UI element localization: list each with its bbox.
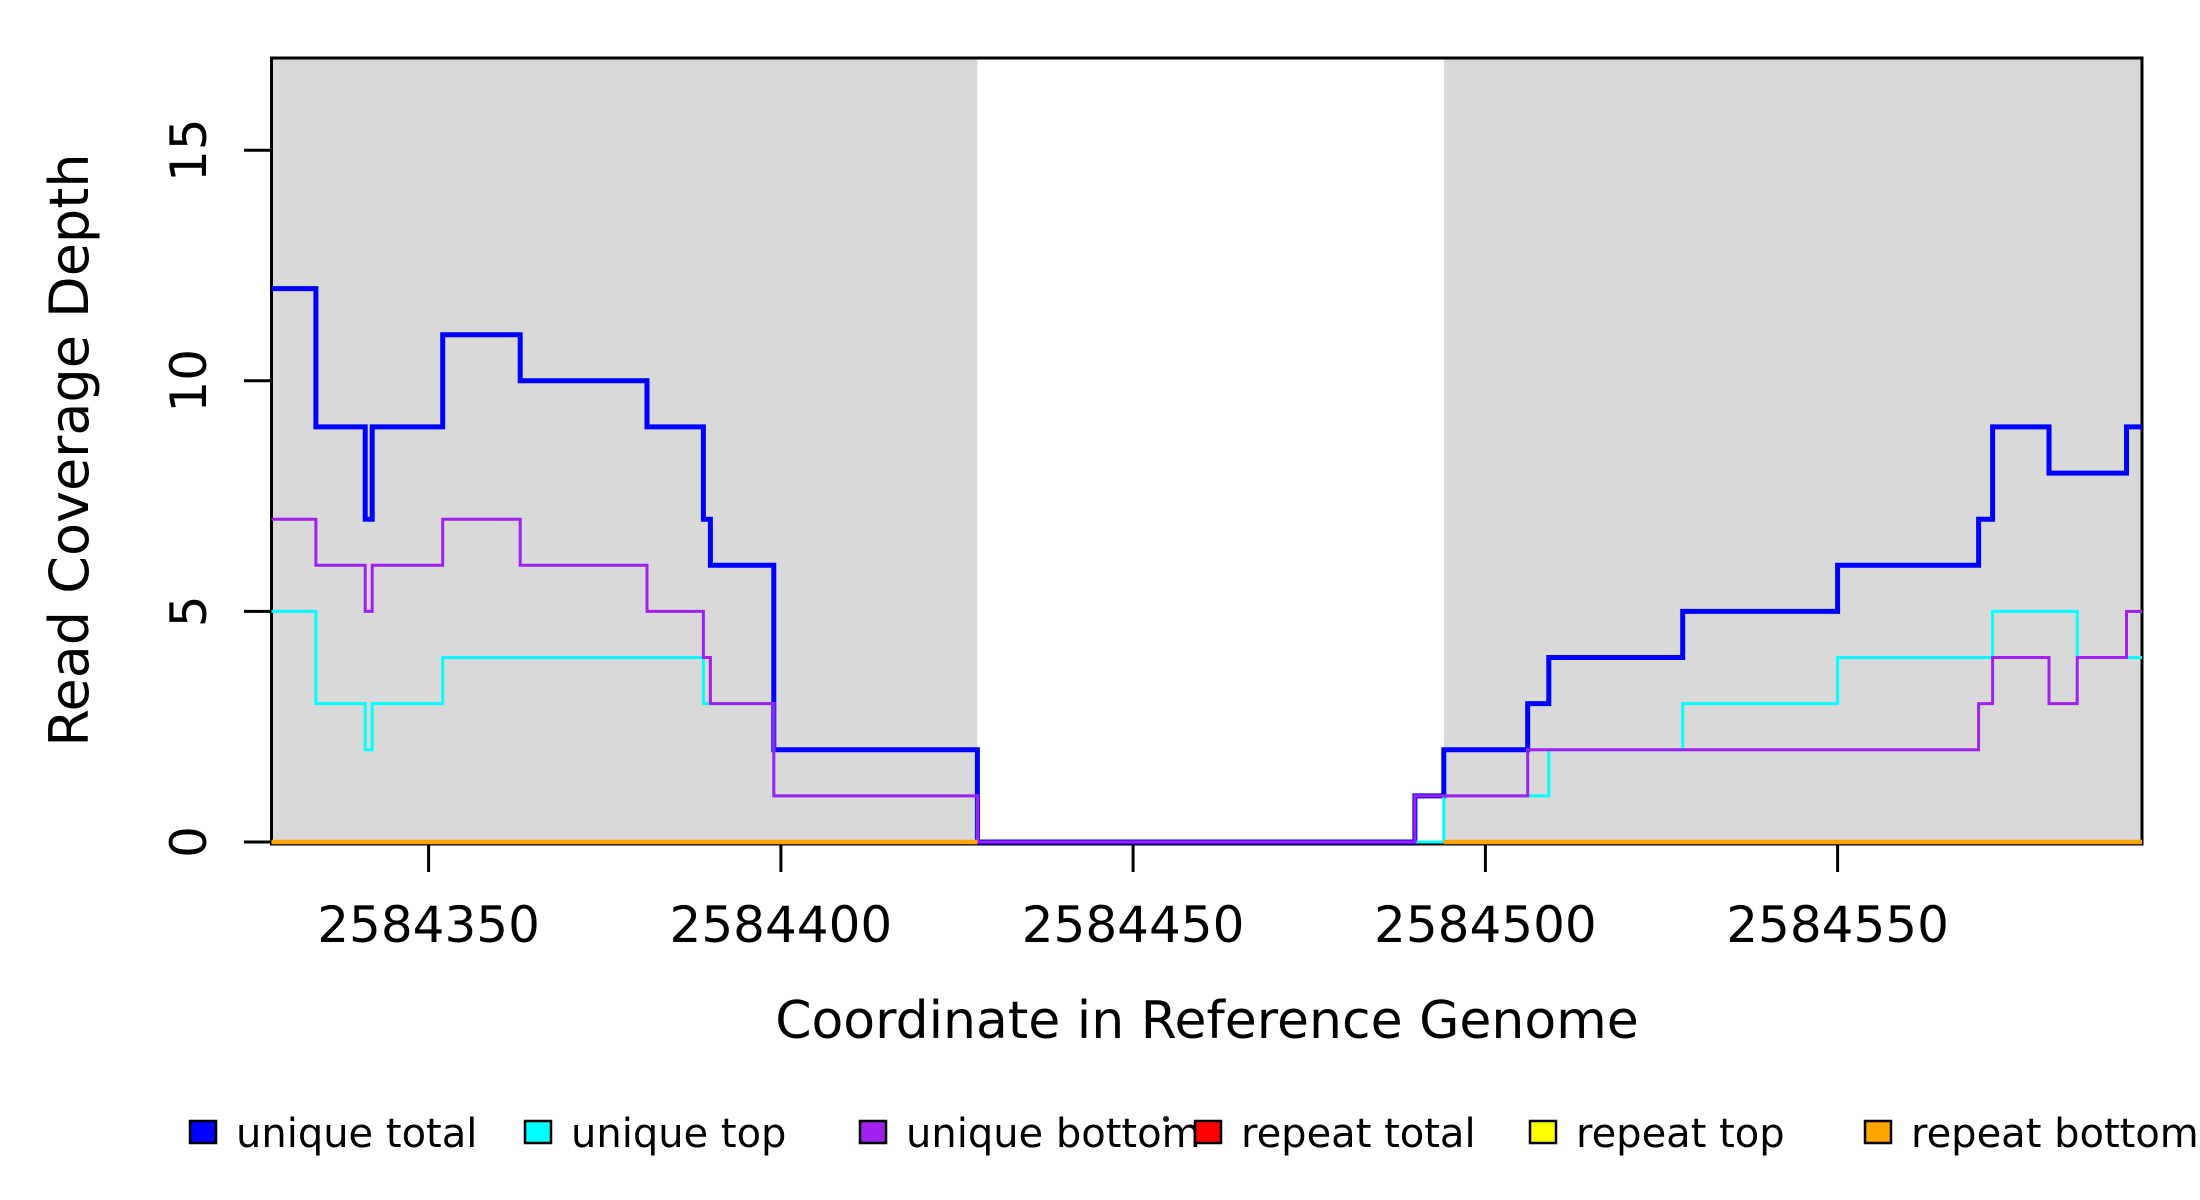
legend-swatch-repeat-bottom <box>1863 1119 1893 1145</box>
legend-swatch-repeat-top <box>1528 1119 1558 1145</box>
legend-label-unique-total: unique total <box>236 1111 477 1157</box>
y-tick-label: 0 <box>160 826 218 858</box>
y-tick-label: 5 <box>160 595 218 627</box>
legend-swatch-repeat-total <box>1193 1119 1223 1145</box>
stray-dot <box>1163 1116 1169 1122</box>
x-tick-label: 2584400 <box>670 896 893 954</box>
legend-label-repeat-bottom: repeat bottom <box>1911 1111 2199 1157</box>
shaded-region <box>1443 58 2142 844</box>
legend-swatch-unique-top <box>523 1119 553 1145</box>
x-tick-label: 2584350 <box>317 896 540 954</box>
shaded-region <box>271 58 978 844</box>
series-unique-bottom <box>271 517 2142 844</box>
y-tick-label: 10 <box>160 349 218 413</box>
legend-label-repeat-total: repeat total <box>1241 1111 1476 1157</box>
legend-swatch-unique-total <box>188 1119 218 1145</box>
y-axis-title: Read Coverage Depth <box>38 153 101 746</box>
x-tick-label: 2584450 <box>1022 896 1245 954</box>
x-axis-title: Coordinate in Reference Genome <box>775 991 1639 1051</box>
legend-label-unique-bottom: unique bottom <box>906 1111 1201 1157</box>
legend-label-unique-top: unique top <box>571 1111 786 1157</box>
x-tick-label: 2584550 <box>1726 896 1949 954</box>
y-tick-label: 15 <box>160 118 218 182</box>
legend-swatch-unique-bottom <box>858 1119 888 1145</box>
legend-label-repeat-top: repeat top <box>1576 1111 1785 1157</box>
x-tick-label: 2584500 <box>1374 896 1597 954</box>
